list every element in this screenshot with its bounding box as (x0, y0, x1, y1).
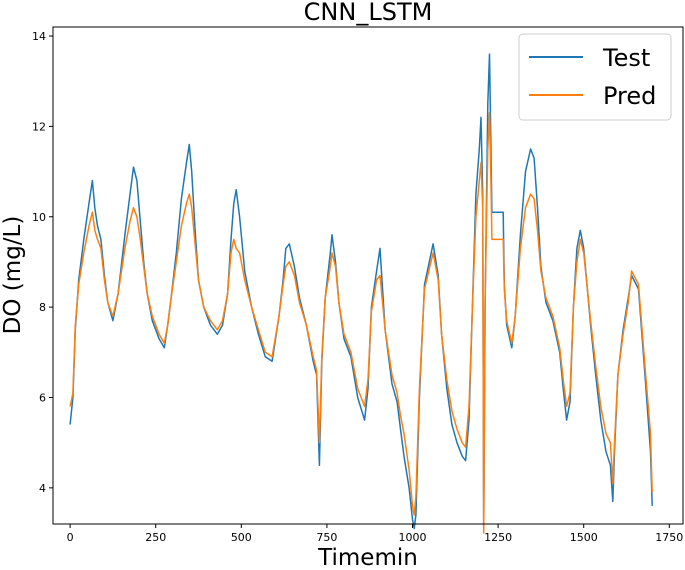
y-tick-label: 8 (39, 301, 46, 314)
x-tick-label: 0 (67, 531, 74, 544)
series-line-test (69, 53, 653, 530)
x-tick-label: 250 (145, 531, 166, 544)
x-tick-label: 1500 (570, 531, 598, 544)
legend: Test Pred (518, 33, 672, 121)
legend-label-test: Test (602, 44, 650, 72)
plot-frame (52, 26, 684, 525)
y-tick-label: 4 (39, 482, 46, 495)
series-layer (69, 53, 653, 534)
y-tick-label: 6 (39, 391, 46, 404)
x-tick-label: 750 (316, 531, 337, 544)
y-tick-label: 10 (32, 211, 46, 224)
legend-box (518, 33, 672, 121)
series-line-pred (69, 112, 653, 534)
y-tick-label: 12 (32, 120, 46, 133)
y-tick-label: 14 (32, 30, 46, 43)
x-axis: 0 250 500 750 1000 1250 1500 1750 (67, 524, 683, 544)
legend-label-pred: Pred (603, 82, 656, 110)
x-tick-label: 500 (231, 531, 252, 544)
y-axis-label: DO (mg/L) (0, 216, 26, 335)
plot-area (52, 26, 684, 534)
chart-title: CNN_LSTM (304, 0, 433, 26)
x-tick-label: 1000 (399, 531, 427, 544)
x-tick-label: 1750 (655, 531, 683, 544)
x-axis-label: Timemin (317, 545, 418, 570)
x-tick-label: 1250 (484, 531, 512, 544)
y-axis: 4 6 8 10 12 14 (32, 30, 53, 495)
